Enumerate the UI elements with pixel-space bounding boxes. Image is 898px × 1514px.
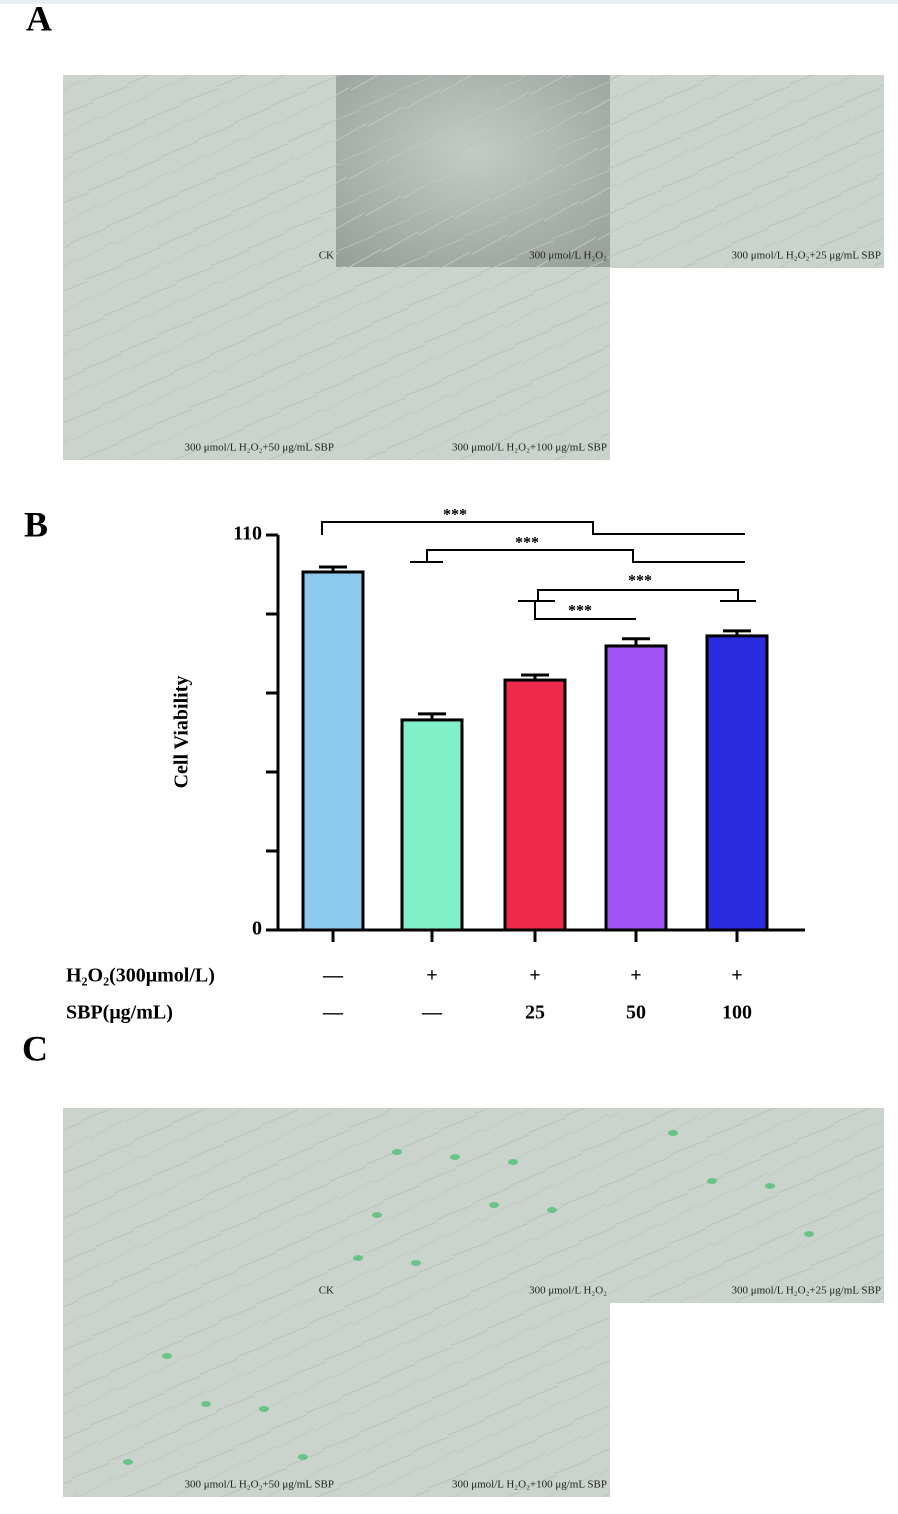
error-bar (319, 565, 347, 572)
row-value: + (529, 965, 540, 987)
cell-texture (336, 1302, 610, 1497)
bar (705, 634, 769, 932)
significance-bracket (518, 589, 756, 602)
row-value: — (322, 965, 344, 987)
row-value: — (421, 1002, 443, 1024)
error-bar (521, 673, 549, 681)
stain-spot (372, 1212, 382, 1218)
significance-bracket (410, 549, 745, 563)
stain-spot (804, 1231, 814, 1237)
image-caption: 300 μmol/L H₂O₂+50 μg/mL SBP (184, 1479, 334, 1491)
stain-spot (353, 1255, 363, 1261)
image-caption: 300 μmol/L H₂O₂+100 μg/mL SBP (452, 442, 607, 454)
significance-label: *** (628, 573, 652, 590)
image-caption: 300 μmol/L H₂O₂ (529, 1285, 607, 1297)
error-bar (723, 629, 751, 636)
stain-spot (547, 1207, 557, 1213)
stain-spot (450, 1154, 460, 1160)
image-caption: 300 μmol/L H₂O₂+100 μg/mL SBP (452, 1479, 607, 1491)
cell-texture (610, 75, 884, 268)
stain-spot (298, 1454, 308, 1460)
row-value: — (322, 1002, 344, 1024)
cell-texture (610, 1108, 884, 1303)
bar (301, 570, 365, 932)
row-value: + (630, 965, 641, 987)
top-edge (0, 0, 898, 4)
cell-texture (63, 75, 337, 268)
image-caption: CK (319, 250, 334, 262)
cell-texture (63, 267, 337, 460)
row-value: + (426, 965, 437, 987)
row-label: H₂O₂(300μmol/L) (66, 965, 215, 987)
cell-texture (336, 75, 610, 268)
significance-label: *** (568, 603, 592, 620)
stain-spot (392, 1149, 402, 1155)
stain-spot (707, 1178, 717, 1184)
stain-spot (259, 1406, 269, 1412)
stain-spot (201, 1401, 211, 1407)
panel-label: C (22, 1028, 48, 1068)
stain-spot (489, 1202, 499, 1208)
panel-label: A (26, 0, 52, 38)
row-label: SBP(μg/mL) (66, 1002, 173, 1024)
significance-bracket (534, 601, 636, 620)
image-caption: 300 μmol/L H₂O₂+25 μg/mL SBP (731, 250, 881, 262)
row-value: + (731, 965, 742, 987)
stain-spot (411, 1260, 421, 1266)
image-caption: 300 μmol/L H₂O₂ (529, 250, 607, 262)
stain-spot (123, 1459, 133, 1465)
y-axis-label: Cell Viability (171, 676, 193, 789)
y-tick-label: 0 (252, 918, 262, 940)
cell-texture (63, 1108, 337, 1303)
bar (503, 678, 567, 932)
y-tick-label: 110 (233, 523, 262, 545)
cell-texture (63, 1302, 337, 1497)
bar (604, 644, 668, 932)
stain-spot (508, 1159, 518, 1165)
stain-spot (668, 1130, 678, 1136)
cell-texture (336, 1108, 610, 1303)
row-value: 25 (525, 1002, 545, 1024)
image-caption: 300 μmol/L H₂O₂+50 μg/mL SBP (184, 442, 334, 454)
panel-label: B (24, 504, 48, 544)
stain-spot (162, 1353, 172, 1359)
error-bar (622, 637, 650, 646)
error-bar (418, 712, 446, 720)
row-value: 100 (722, 1002, 752, 1024)
image-caption: CK (319, 1285, 334, 1297)
significance-label: *** (515, 535, 539, 552)
row-value: 50 (626, 1002, 646, 1024)
bar (400, 718, 464, 932)
stain-spot (765, 1183, 775, 1189)
cell-texture (336, 267, 610, 460)
image-caption: 300 μmol/L H₂O₂+25 μg/mL SBP (731, 1285, 881, 1297)
significance-bracket (321, 521, 745, 535)
significance-label: *** (443, 507, 467, 524)
